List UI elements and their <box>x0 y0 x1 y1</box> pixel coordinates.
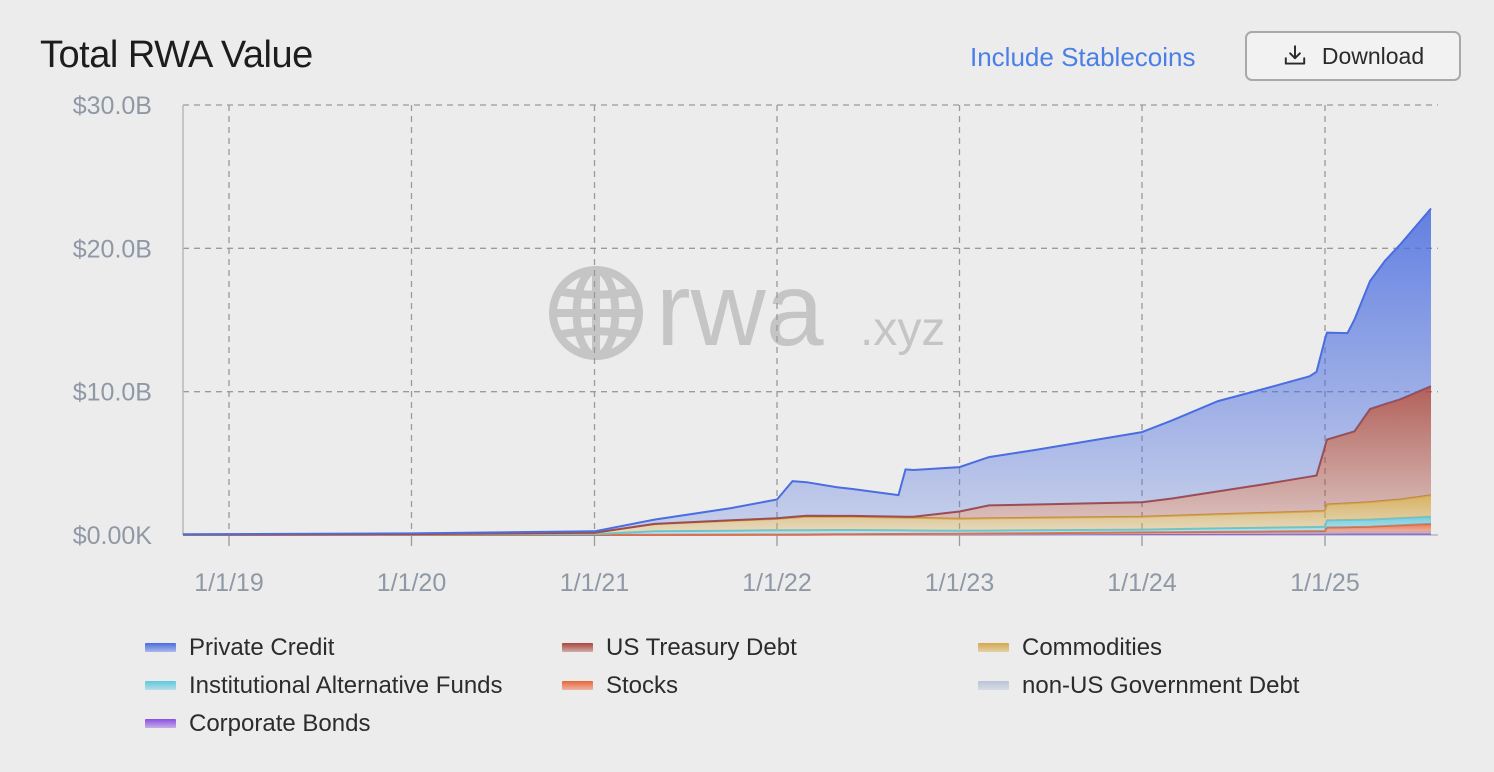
legend-item-private-credit[interactable]: Private Credit <box>145 634 562 661</box>
legend-label: Private Credit <box>189 633 335 661</box>
globe-icon <box>549 266 643 360</box>
legend-swatch <box>978 681 1009 690</box>
watermark-suffix: .xyz <box>860 303 945 356</box>
download-icon <box>1284 45 1306 65</box>
area-private-credit <box>183 208 1431 535</box>
legend-swatch <box>562 643 593 652</box>
x-tick-label: 1/1/25 <box>1290 569 1360 597</box>
legend-label: US Treasury Debt <box>606 633 797 661</box>
x-tick-label: 1/1/24 <box>1107 569 1177 597</box>
page-title: Total RWA Value <box>40 34 313 76</box>
download-label: Download <box>1321 42 1425 69</box>
chart-legend: Private Credit US Treasury Debt Commoditie… <box>145 634 1338 737</box>
legend-label: Corporate Bonds <box>189 709 371 737</box>
legend-label: Stocks <box>606 671 679 699</box>
legend-item-stocks[interactable]: Stocks <box>562 672 978 699</box>
legend-label: Institutional Alternative Funds <box>189 671 503 699</box>
y-tick-label: $20.0B <box>73 235 152 263</box>
watermark-brand: rwa <box>656 252 824 368</box>
legend-item-corporate-bonds[interactable]: Corporate Bonds <box>145 710 562 737</box>
legend-label: Commodities <box>1022 633 1163 661</box>
legend-swatch <box>145 681 176 690</box>
legend-item-institutional-alternative-funds[interactable]: Institutional Alternative Funds <box>145 672 562 699</box>
x-tick-label: 1/1/22 <box>742 569 812 597</box>
x-tick-label: 1/1/20 <box>377 569 447 597</box>
y-tick-label: $10.0B <box>73 379 152 407</box>
legend-swatch <box>978 643 1009 652</box>
line-private-credit <box>182 207 1432 536</box>
legend-item-commodities[interactable]: Commodities <box>978 634 1338 661</box>
legend-swatch <box>145 643 176 652</box>
rwa-area-chart: rwa .xyz $0.00K $10.0B $20.0B $30.0B 1/1/19 1/1… <box>73 92 1438 597</box>
legend-swatch <box>562 681 593 690</box>
x-tick-label: 1/1/19 <box>194 569 264 597</box>
legend-swatch <box>145 719 176 728</box>
legend-item-us-treasury-debt[interactable]: US Treasury Debt <box>562 634 978 661</box>
watermark: rwa .xyz <box>549 252 945 368</box>
y-tick-label: $0.00K <box>73 522 153 550</box>
x-tick-label: 1/1/21 <box>560 569 630 597</box>
area-commodities <box>183 495 1431 535</box>
download-button[interactable]: Download <box>1245 31 1461 81</box>
include-stablecoins-toggle[interactable]: Include Stablecoins <box>970 42 1196 72</box>
y-tick-label: $30.0B <box>73 92 152 120</box>
x-tick-label: 1/1/23 <box>925 569 995 597</box>
legend-label: non-US Government Debt <box>1022 671 1300 699</box>
legend-item-non-us-government-debt[interactable]: non-US Government Debt <box>978 672 1338 699</box>
